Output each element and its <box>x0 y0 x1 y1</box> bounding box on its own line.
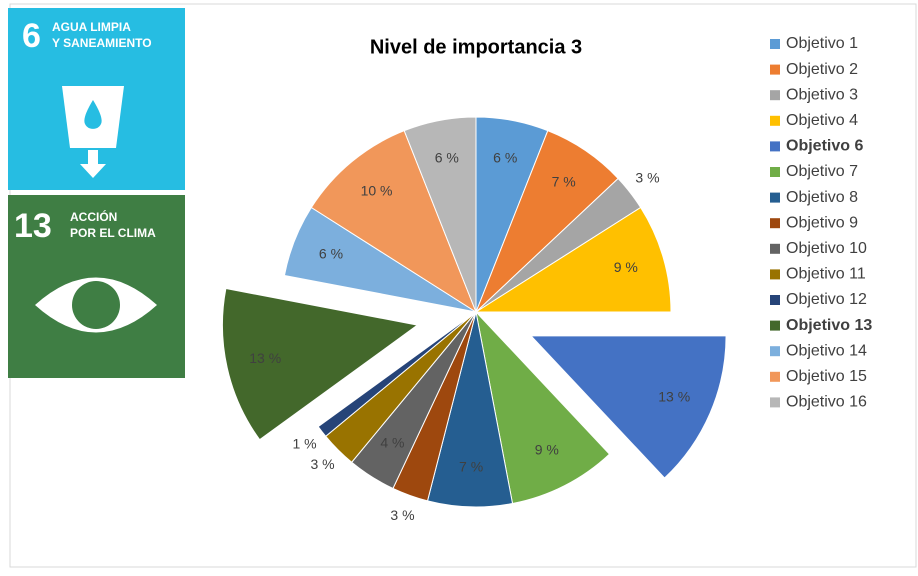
eye-globe <box>72 281 120 329</box>
data-label: 6 % <box>435 149 459 165</box>
pie-slice <box>529 335 727 479</box>
legend-swatch <box>770 64 780 75</box>
legend-label: Objetivo 14 <box>786 342 867 359</box>
legend-swatch <box>770 39 780 49</box>
legend-label: Objetivo 10 <box>786 240 867 257</box>
legend-label: Objetivo 13 <box>786 317 872 334</box>
legend-label: Objetivo 16 <box>786 394 867 411</box>
data-label: 6 % <box>493 149 517 165</box>
chart-title: Nivel de importancia 3 <box>370 36 582 58</box>
data-label: 6 % <box>319 245 343 261</box>
data-label: 3 % <box>635 170 659 186</box>
icon-text: ACCIÓN <box>70 209 117 224</box>
legend-label: Objetivo 2 <box>786 61 858 78</box>
data-label: 4 % <box>380 434 404 450</box>
data-label: 7 % <box>459 459 483 475</box>
legend-swatch <box>770 243 780 254</box>
legend-label: Objetivo 4 <box>786 112 858 129</box>
icon-number: 6 <box>22 17 41 55</box>
legend-swatch <box>770 397 780 408</box>
pie-slice <box>403 116 477 313</box>
legend-swatch <box>770 346 780 357</box>
data-label: 10 % <box>361 183 393 199</box>
pie-slice <box>474 206 672 313</box>
legend-label: Objetivo 6 <box>786 138 863 155</box>
data-label: 13 % <box>249 350 281 366</box>
pie-slice <box>475 310 611 505</box>
data-label: 3 % <box>310 456 334 472</box>
arrow-icon <box>80 150 106 178</box>
data-label: 9 % <box>535 442 559 458</box>
icon-text: Y SANEAMIENTO <box>52 36 152 50</box>
pie-slice <box>317 311 477 438</box>
data-label: 13 % <box>658 388 690 404</box>
legend-label: Objetivo 9 <box>786 214 858 231</box>
pie-slice <box>221 287 419 441</box>
legend-label: Objetivo 8 <box>786 189 858 206</box>
legend-swatch <box>770 115 780 126</box>
legend-swatch <box>770 218 780 229</box>
legend-swatch <box>770 295 780 305</box>
data-label: 7 % <box>552 174 576 190</box>
data-label: 3 % <box>390 507 414 523</box>
legend-label: Objetivo 15 <box>786 368 867 385</box>
icon-number: 13 <box>14 207 52 245</box>
legend-swatch <box>770 90 780 101</box>
legend-swatch <box>770 192 780 203</box>
legend-label: Objetivo 1 <box>786 35 858 52</box>
data-label: 9 % <box>614 259 638 275</box>
legend-swatch <box>770 371 780 382</box>
legend-label: Objetivo 3 <box>786 86 858 103</box>
data-label: 1 % <box>292 436 316 452</box>
legend-label: Objetivo 7 <box>786 163 858 180</box>
legend-label: Objetivo 12 <box>786 291 867 308</box>
drop-icon <box>84 100 102 129</box>
legend-swatch <box>770 320 780 331</box>
legend-label: Objetivo 11 <box>786 266 866 283</box>
legend-swatch <box>770 167 780 177</box>
pie-slice <box>310 130 478 314</box>
legend-swatch <box>770 269 780 280</box>
legend-swatch <box>770 141 780 152</box>
icon-text: AGUA LIMPIA <box>52 20 131 34</box>
icon-text: POR EL CLIMA <box>70 226 156 240</box>
